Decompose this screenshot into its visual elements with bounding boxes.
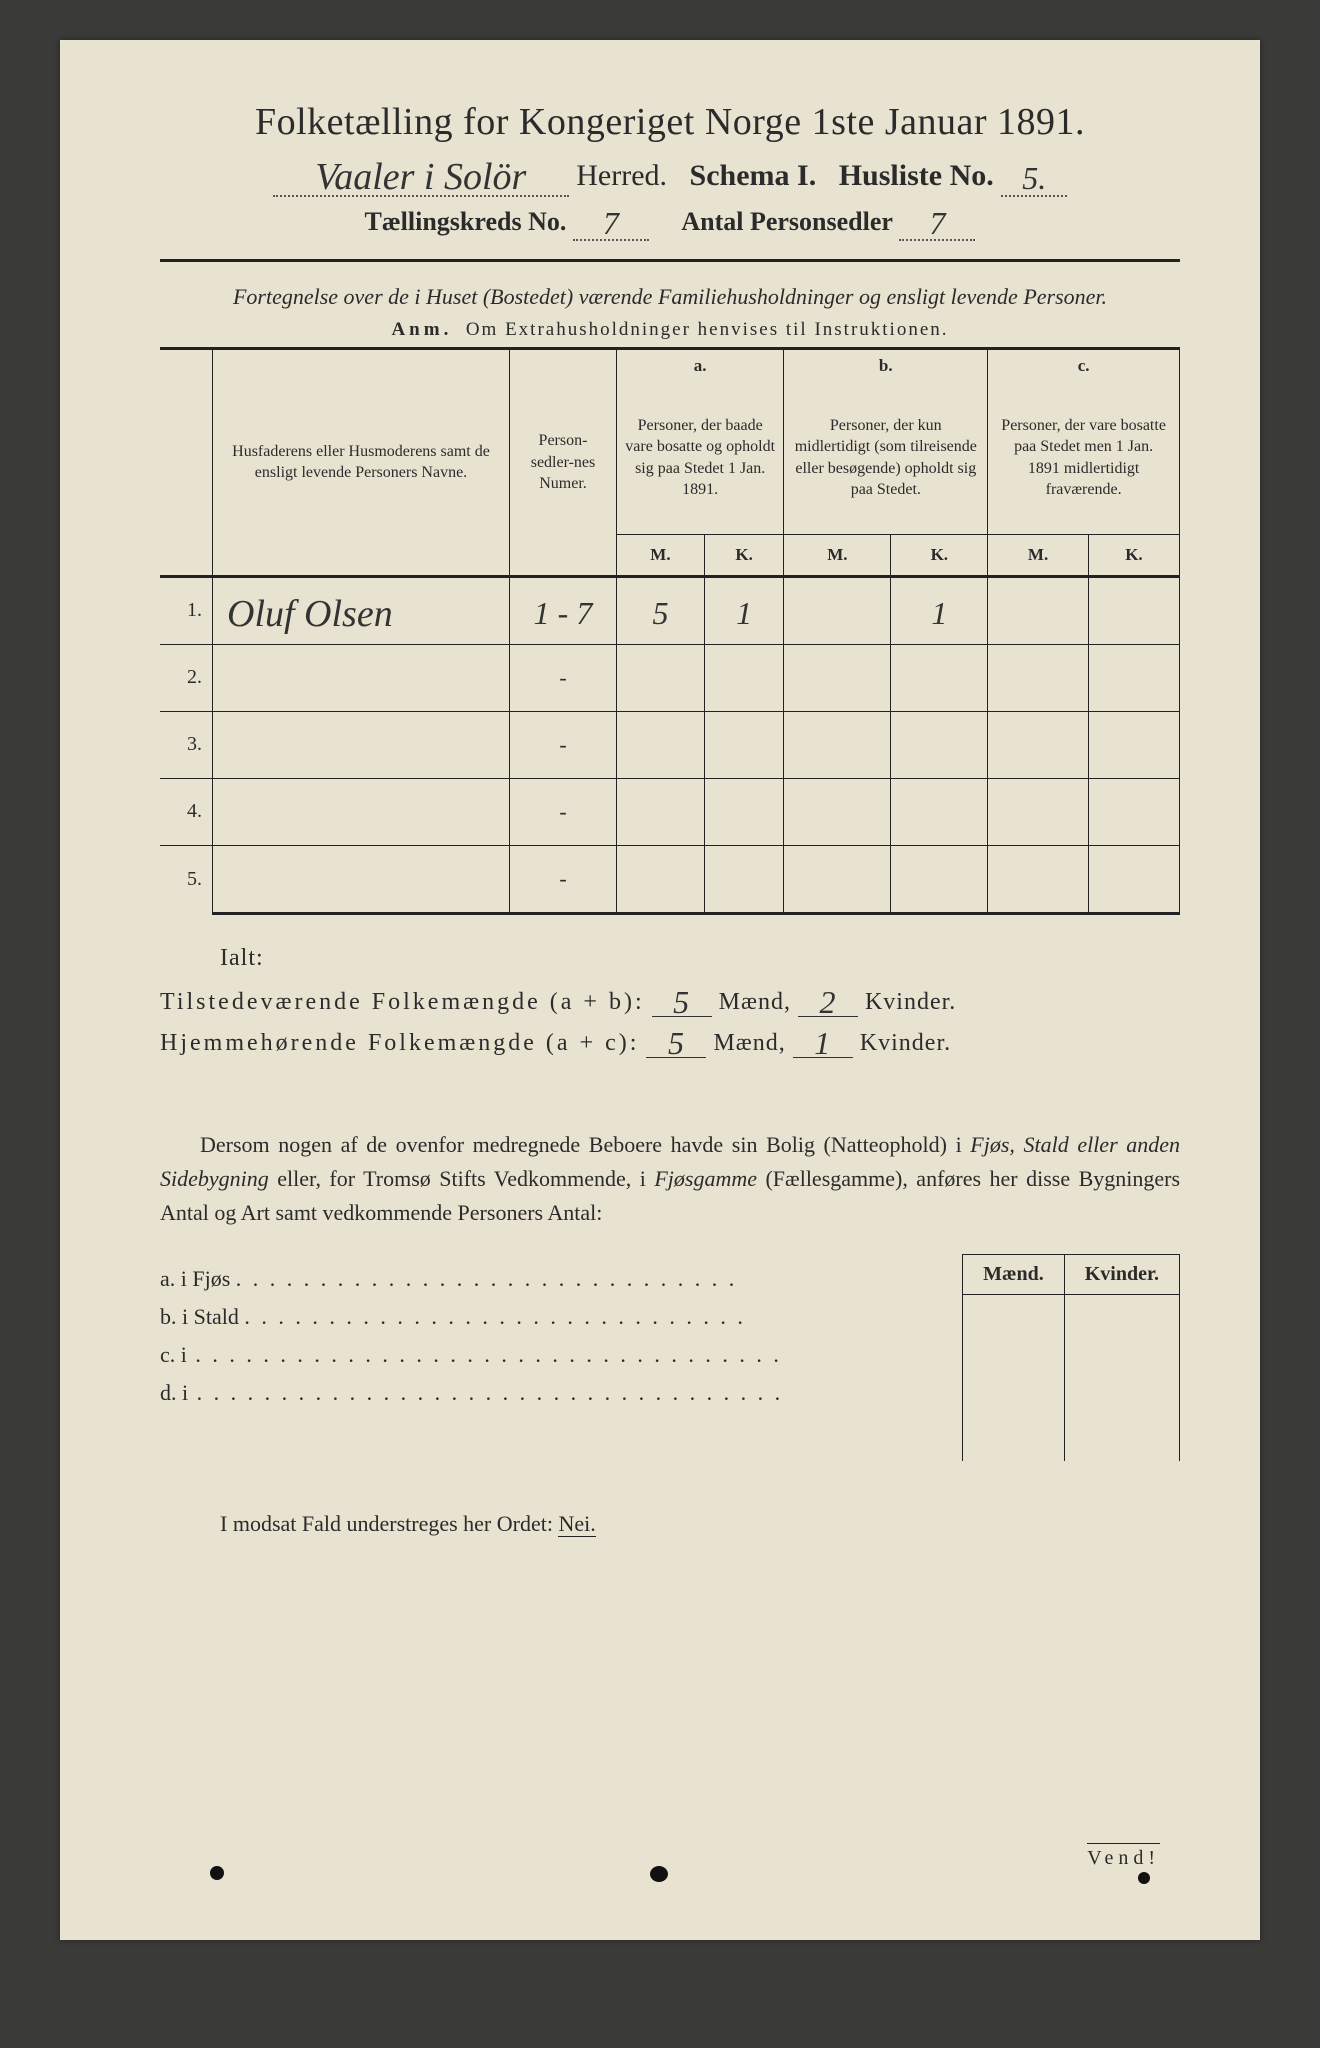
anm-label: Anm.: [391, 319, 452, 340]
col-b-label: b.: [784, 348, 988, 382]
kvinder-label-2: Kvinder.: [860, 1030, 951, 1056]
col-c-m: M.: [988, 534, 1089, 576]
tilstede-k: 2: [819, 990, 836, 1016]
col-c-label: c.: [988, 348, 1180, 382]
row1-name: Oluf Olsen: [227, 599, 393, 629]
antal-number: 7: [929, 211, 945, 237]
bygning-row-a: a. i Fjøs . . . . . . . . . . . . . . . …: [160, 1266, 962, 1292]
header-line-3: Tællingskreds No. 7 Antal Personsedler 7: [160, 207, 1180, 241]
kvinder-label: Kvinder.: [865, 989, 956, 1015]
husliste-number: 5.: [1022, 166, 1046, 192]
census-form-page: Folketælling for Kongeriget Norge 1ste J…: [60, 40, 1260, 1940]
table-row: 1. Oluf Olsen 1 - 7 5 1 1: [160, 576, 1180, 644]
annotation-line: Anm. Om Extrahusholdninger henvises til …: [160, 319, 1180, 341]
husliste-label: Husliste No.: [839, 159, 994, 192]
herred-label: Herred.: [576, 159, 667, 192]
header-line-2: Vaaler i Solör Herred. Schema I. Huslist…: [160, 158, 1180, 197]
ink-blot-icon: [650, 1866, 668, 1882]
nei-word: Nei.: [558, 1511, 595, 1537]
schema-label: Schema I.: [690, 159, 817, 192]
bygning-block: a. i Fjøs . . . . . . . . . . . . . . . …: [160, 1254, 1180, 1461]
tilstede-m: 5: [673, 990, 690, 1016]
table-row: 3. -: [160, 711, 1180, 778]
col-a-k: K.: [704, 534, 783, 576]
form-description: Fortegnelse over de i Huset (Bostedet) v…: [160, 282, 1180, 313]
col-b-desc: Personer, der kun midlertidigt (som tilr…: [784, 382, 988, 535]
row1-seddel: 1 - 7: [534, 601, 593, 627]
maend-label-2: Mænd,: [713, 1030, 785, 1056]
bygning-row-d: d. i . . . . . . . . . . . . . . . . . .…: [160, 1380, 962, 1406]
antal-label: Antal Personsedler: [681, 207, 893, 236]
ink-blot-icon: [210, 1866, 224, 1880]
ink-blot-icon: [1138, 1872, 1150, 1884]
mk-table: Mænd. Kvinder.: [962, 1254, 1180, 1461]
kreds-label: Tællingskreds No.: [365, 207, 567, 236]
bygning-row-c: c. i . . . . . . . . . . . . . . . . . .…: [160, 1342, 962, 1368]
mk-kvinder-header: Kvinder.: [1064, 1255, 1179, 1295]
mk-maend-header: Mænd.: [963, 1255, 1065, 1295]
table-row: 2. -: [160, 644, 1180, 711]
hjemme-k: 1: [814, 1031, 831, 1057]
col-b-k: K.: [891, 534, 988, 576]
col-b-m: M.: [784, 534, 891, 576]
census-table: Husfaderens eller Husmoderens samt de en…: [160, 347, 1180, 915]
herred-name-handwritten: Vaaler i Solör: [315, 162, 526, 192]
col-a-desc: Personer, der baade vare bosatte og opho…: [617, 382, 784, 535]
totals-block: Ialt: Tilstedeværende Folkemængde (a + b…: [160, 945, 1180, 1058]
maend-label: Mænd,: [719, 989, 791, 1015]
bygning-paragraph: Dersom nogen af de ovenfor medregnede Be…: [160, 1128, 1180, 1230]
col-a-m: M.: [617, 534, 705, 576]
divider-rule: [160, 259, 1180, 262]
ialt-label: Ialt:: [220, 945, 1180, 972]
col-c-k: K.: [1088, 534, 1179, 576]
tilstede-label: Tilstedeværende Folkemængde (a + b):: [160, 989, 645, 1015]
col-c-desc: Personer, der vare bosatte paa Stedet me…: [988, 382, 1180, 535]
col-header-seddel: Person-sedler-nes Numer.: [510, 348, 617, 576]
hjemme-label: Hjemmehørende Folkemængde (a + c):: [160, 1030, 639, 1056]
anm-text: Om Extrahusholdninger henvises til Instr…: [466, 319, 949, 340]
col-header-name: Husfaderens eller Husmoderens samt de en…: [213, 348, 510, 576]
page-title: Folketælling for Kongeriget Norge 1ste J…: [160, 100, 1180, 144]
table-row: 5. -: [160, 845, 1180, 913]
bygning-row-b: b. i Stald . . . . . . . . . . . . . . .…: [160, 1304, 962, 1330]
nei-line: I modsat Fald understreges her Ordet: Ne…: [160, 1511, 1180, 1537]
hjemme-m: 5: [668, 1031, 685, 1057]
col-a-label: a.: [617, 348, 784, 382]
table-row: 4. -: [160, 778, 1180, 845]
vend-label: Vend!: [1087, 1843, 1160, 1870]
kreds-number: 7: [603, 211, 619, 237]
